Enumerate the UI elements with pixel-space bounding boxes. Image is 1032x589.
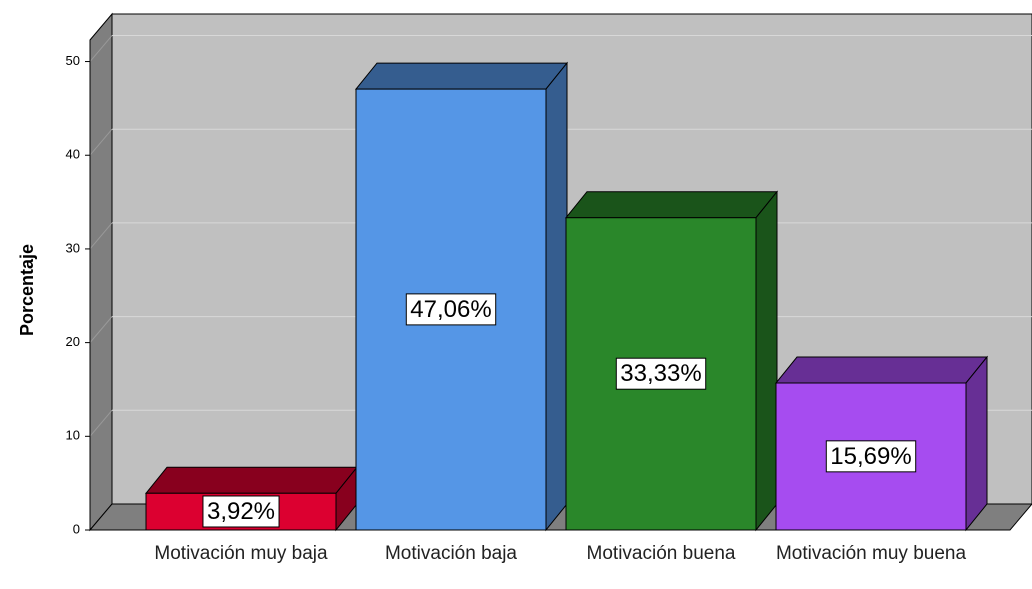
value-label-box: [825, 440, 917, 473]
value-label: 33,33%: [620, 360, 701, 387]
y-tick-label: 10: [66, 428, 80, 443]
y-tick-label: 20: [66, 334, 80, 349]
grid-line: [89, 35, 113, 62]
grid-line: [89, 128, 113, 156]
bar-side: [755, 190, 778, 532]
grid-line: [89, 316, 113, 343]
y-tick-label: 0: [73, 521, 80, 536]
left-wall: [89, 12, 113, 532]
y-tick-label: 30: [66, 240, 80, 255]
y-axis-title: Porcentaje: [17, 244, 37, 336]
bar-top: [144, 466, 359, 494]
bar-top: [774, 356, 989, 384]
value-label-box: [202, 495, 280, 528]
x-tick-label: Motivación buena: [586, 543, 736, 564]
value-label-box: [405, 293, 497, 326]
y-tick-label: 40: [66, 147, 80, 162]
x-tick-label: Motivación muy buena: [775, 543, 967, 564]
value-label: 47,06%: [410, 296, 491, 323]
bar-side: [545, 61, 568, 532]
grid-line: [89, 222, 113, 250]
grid-line: [89, 409, 113, 437]
x-tick-label: Motivación baja: [384, 543, 518, 564]
bar-side: [965, 355, 988, 532]
y-tick-label: 50: [66, 53, 80, 68]
bar-top: [354, 62, 569, 90]
x-tick-label: Motivación muy baja: [154, 543, 328, 564]
bar: [144, 465, 359, 532]
bar: [564, 190, 779, 532]
value-label-box: [615, 357, 707, 390]
value-label: 15,69%: [830, 443, 911, 470]
value-label: 3,92%: [207, 498, 275, 525]
bar-top: [564, 191, 779, 219]
